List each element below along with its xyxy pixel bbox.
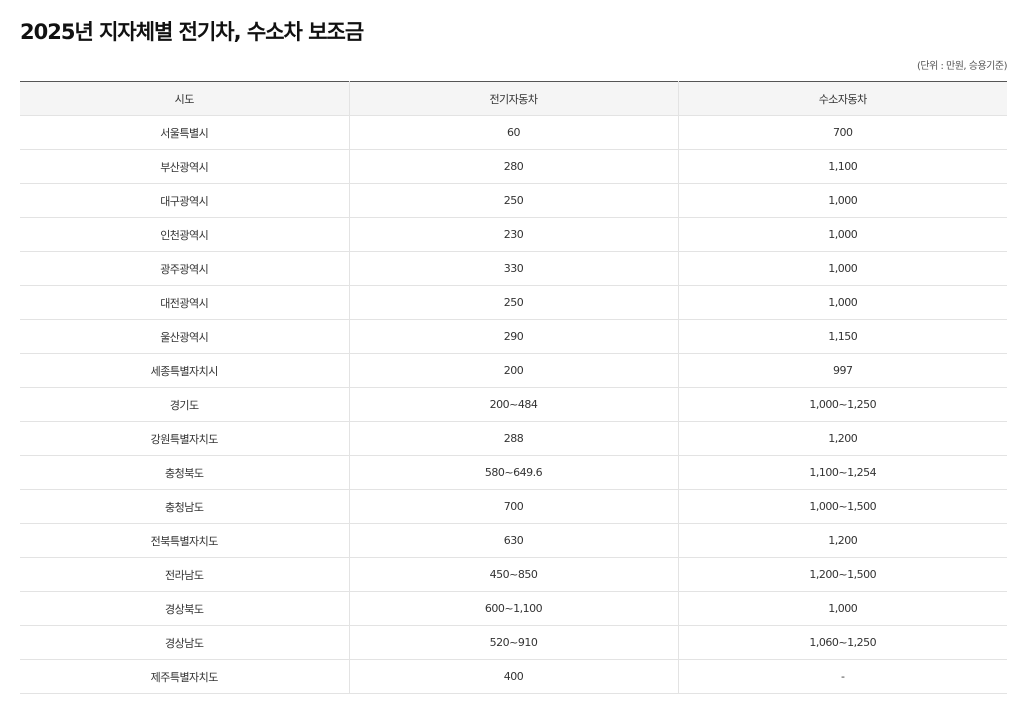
cell-electric: 288 (348, 421, 678, 456)
table-row: 대전광역시 250 1,000 (20, 285, 1007, 320)
cell-region: 전라남도 (20, 557, 349, 592)
table-row: 울산광역시 290 1,150 (20, 319, 1007, 354)
cell-hydrogen: 1,150 (677, 319, 1007, 354)
cell-region: 인천광역시 (20, 217, 349, 252)
table-row: 제주특별자치도 400- (20, 659, 1007, 694)
cell-hydrogen: - (677, 659, 1007, 694)
cell-region: 충청남도 (20, 489, 349, 524)
cell-hydrogen: 1,100~1,254 (677, 455, 1007, 490)
cell-region: 울산광역시 (20, 319, 349, 354)
table-row: 대구광역시 250 1,000 (20, 183, 1007, 218)
cell-hydrogen: 1,000 (677, 285, 1007, 320)
header-region: 시도 (20, 81, 349, 116)
cell-electric: 290 (348, 319, 678, 354)
cell-electric: 280 (348, 149, 678, 184)
cell-electric: 250 (348, 183, 678, 218)
cell-electric: 520~910 (348, 625, 678, 660)
cell-region: 경기도 (20, 387, 349, 422)
cell-region: 부산광역시 (20, 149, 349, 184)
cell-region: 세종특별자치시 (20, 353, 349, 388)
header-electric: 전기자동차 (348, 81, 678, 116)
cell-electric: 230 (348, 217, 678, 252)
cell-hydrogen: 700 (677, 115, 1007, 150)
cell-hydrogen: 1,000~1,250 (677, 387, 1007, 422)
table-row: 충청남도 700 1,000~1,500 (20, 489, 1007, 524)
table-row: 세종특별자치시 200 997 (20, 353, 1007, 388)
cell-hydrogen: 1,200 (677, 523, 1007, 558)
table-row: 전북특별자치도 630 1,200 (20, 523, 1007, 558)
cell-electric: 200 (348, 353, 678, 388)
page-title: 2025년 지자체별 전기차, 수소차 보조금 (20, 20, 364, 44)
cell-region: 제주특별자치도 (20, 659, 349, 694)
cell-electric: 450~850 (348, 557, 678, 592)
subsidy-table: 시도 전기자동차 수소자동차 서울특별시 60 700 부산광역시 280 1,100 대구… (20, 81, 1007, 694)
cell-region: 충청북도 (20, 455, 349, 490)
cell-region: 전북특별자치도 (20, 523, 349, 558)
cell-hydrogen: 1,060~1,250 (677, 625, 1007, 660)
cell-hydrogen: 1,100 (677, 149, 1007, 184)
cell-electric: 330 (348, 251, 678, 286)
cell-electric: 700 (348, 489, 678, 524)
cell-hydrogen: 1,000~1,500 (677, 489, 1007, 524)
table-row: 서울특별시 60 700 (20, 115, 1007, 150)
cell-hydrogen: 1,000 (677, 183, 1007, 218)
cell-region: 경상북도 (20, 591, 349, 626)
cell-region: 대구광역시 (20, 183, 349, 218)
cell-region: 광주광역시 (20, 251, 349, 286)
cell-hydrogen: 1,000 (677, 217, 1007, 252)
table-row: 경기도 200~484 1,000~1,250 (20, 387, 1007, 422)
cell-region: 경상남도 (20, 625, 349, 660)
cell-hydrogen: 1,200 (677, 421, 1007, 456)
table-row: 경상북도 600~1,100 1,000 (20, 591, 1007, 626)
table-row: 전라남도 450~850 1,200~1,500 (20, 557, 1007, 592)
cell-hydrogen: 1,200~1,500 (677, 557, 1007, 592)
table-row: 광주광역시 330 1,000 (20, 251, 1007, 286)
cell-electric: 60 (348, 115, 678, 150)
table-row: 부산광역시 280 1,100 (20, 149, 1007, 184)
table-header-row: 시도 전기자동차 수소자동차 (20, 81, 1007, 116)
cell-region: 서울특별시 (20, 115, 349, 150)
cell-hydrogen: 1,000 (677, 251, 1007, 286)
cell-electric: 630 (348, 523, 678, 558)
table-row: 충청북도 580~649.6 1,100~1,254 (20, 455, 1007, 490)
header-hydrogen: 수소자동차 (677, 81, 1007, 116)
table-row: 강원특별자치도 288 1,200 (20, 421, 1007, 456)
table-row: 인천광역시 230 1,000 (20, 217, 1007, 252)
cell-electric: 250 (348, 285, 678, 320)
cell-hydrogen: 1,000 (677, 591, 1007, 626)
cell-region: 대전광역시 (20, 285, 349, 320)
cell-electric: 580~649.6 (348, 455, 678, 490)
cell-electric: 400 (348, 659, 678, 694)
unit-note: (단위 : 만원, 승용기준) (917, 61, 1008, 72)
cell-electric: 200~484 (348, 387, 678, 422)
cell-hydrogen: 997 (677, 353, 1007, 388)
cell-electric: 600~1,100 (348, 591, 678, 626)
table-row: 경상남도 520~910 1,060~1,250 (20, 625, 1007, 660)
cell-region: 강원특별자치도 (20, 421, 349, 456)
